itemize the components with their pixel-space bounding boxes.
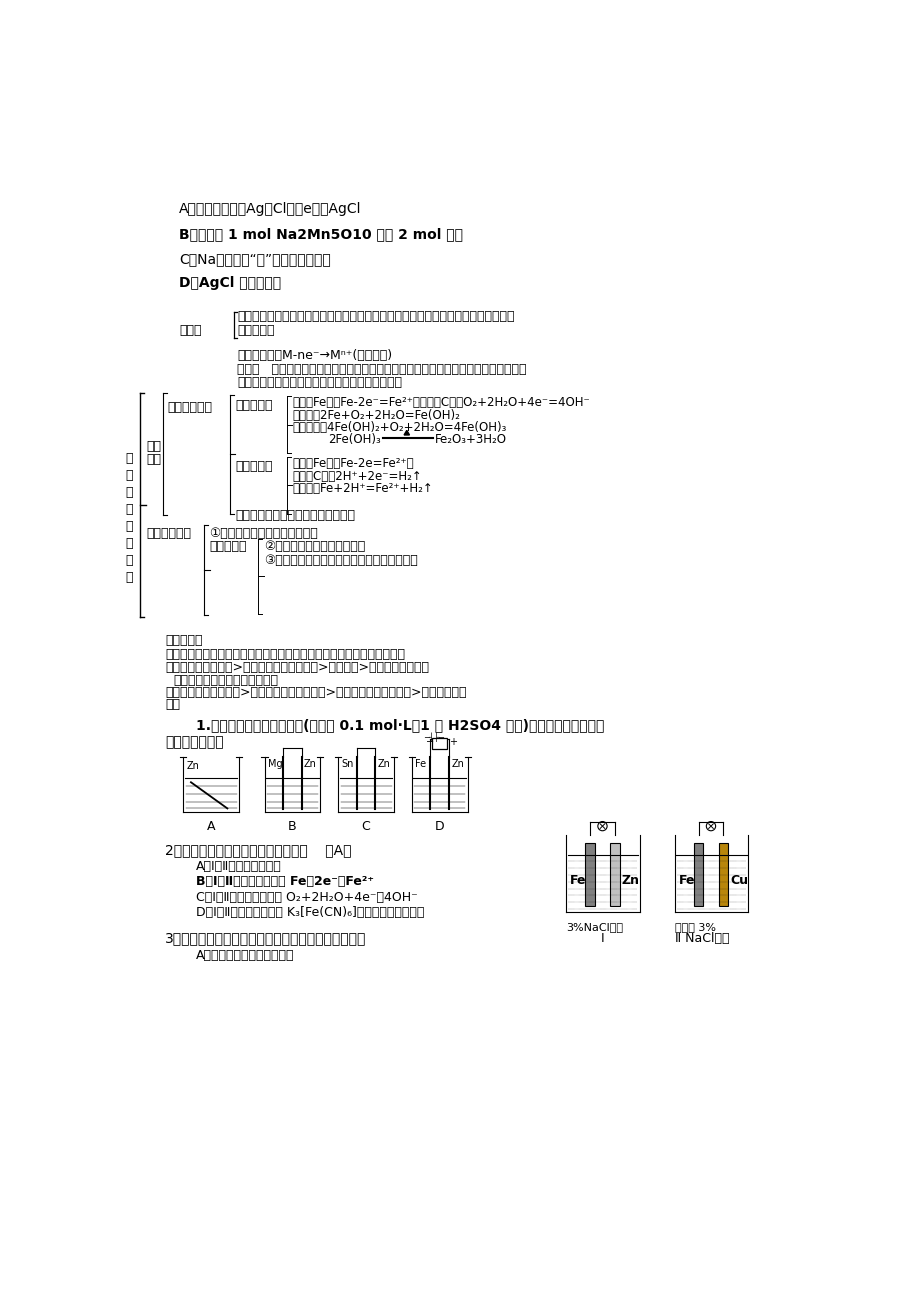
Text: Zn: Zn: [304, 759, 317, 769]
Text: 后继反应：4Fe(OH)₂+O₂+2H₂O=4Fe(OH)₃: 后继反应：4Fe(OH)₂+O₂+2H₂O=4Fe(OH)₃: [292, 421, 506, 434]
Text: 2．结合右图判断，下列叙述正确的是    （A）: 2．结合右图判断，下列叙述正确的是 （A）: [165, 844, 351, 857]
Text: C．Ⅰ和Ⅱ中正极反应均是 O₂+2H₂O+4e⁻＝4OH⁻: C．Ⅰ和Ⅱ中正极反应均是 O₂+2H₂O+4e⁻＝4OH⁻: [196, 891, 417, 904]
Text: Sn: Sn: [341, 759, 353, 769]
Text: Fe: Fe: [414, 759, 425, 769]
Text: B．Ⅰ和Ⅱ中负极反应均是 Fe－2e⁻＝Fe²⁺: B．Ⅰ和Ⅱ中负极反应均是 Fe－2e⁻＝Fe²⁺: [196, 875, 374, 888]
Text: Fe: Fe: [677, 874, 694, 887]
Text: 影响腐蚀的因素：金属本性、介质。: 影响腐蚀的因素：金属本性、介质。: [235, 509, 355, 522]
Bar: [693, 844, 702, 906]
Bar: [609, 844, 618, 906]
Text: B．每生成 1 mol Na2Mn5O10 转移 2 mol 电子: B．每生成 1 mol Na2Mn5O10 转移 2 mol 电子: [179, 227, 463, 241]
Bar: [432, 738, 447, 749]
Text: 负极（Fe）：Fe-2e=Fe²⁺；: 负极（Fe）：Fe-2e=Fe²⁺；: [292, 457, 414, 470]
Text: 金属的防护：: 金属的防护：: [146, 526, 191, 539]
Text: Zn: Zn: [621, 874, 639, 887]
Text: D．AgCl 是还原产物: D．AgCl 是还原产物: [179, 276, 281, 290]
Text: Fe: Fe: [569, 874, 585, 887]
Text: 腐蚀危害：: 腐蚀危害：: [237, 324, 275, 337]
Text: 保护方法：: 保护方法：: [210, 540, 247, 553]
Text: 分类：   化学腐蚀（金属与接触到的物质直接发生化学反应而引起的腐蚀）、电化腐蚀: 分类： 化学腐蚀（金属与接触到的物质直接发生化学反应而引起的腐蚀）、电化腐蚀: [237, 362, 527, 375]
Polygon shape: [403, 431, 409, 435]
Bar: [584, 844, 594, 906]
Text: ②、在金属表面覆盖保护层；: ②、在金属表面覆盖保护层；: [264, 540, 365, 553]
Text: 电化: 电化: [146, 440, 161, 453]
Text: 腐蚀概念：金属或合金与周围接触到的气体或液体进行化学反应而腐蚀损耗的过程。: 腐蚀概念：金属或合金与周围接触到的气体或液体进行化学反应而腐蚀损耗的过程。: [237, 310, 515, 323]
Text: 腐蚀: 腐蚀: [146, 453, 161, 466]
Bar: [718, 844, 727, 906]
Text: ①、改变金属的内部组织结构；: ①、改变金属的内部组织结构；: [210, 526, 318, 539]
Text: 定义：因发生原电池反应，而使金属腐蚀的形式。: 定义：因发生原电池反应，而使金属腐蚀的形式。: [237, 376, 402, 389]
Text: C: C: [361, 820, 370, 833]
Text: −: −: [425, 737, 434, 747]
Text: 1.分别放置在图中所示装置(都盛有 0.1 mol·L－1 的 H2SO4 溶液)中的四个相同的纯锌: 1.分别放置在图中所示装置(都盛有 0.1 mol·L－1 的 H2SO4 溶液…: [196, 719, 604, 732]
Text: 总反应：Fe+2H⁺=Fe²⁺+H₂↑: 总反应：Fe+2H⁺=Fe²⁺+H₂↑: [292, 482, 433, 495]
Text: 规律总结：: 规律总结：: [165, 634, 203, 647]
Text: A．将青铜器放在银质托盘上: A．将青铜器放在银质托盘上: [196, 949, 295, 962]
Text: Cu: Cu: [730, 874, 747, 887]
Text: D．Ⅰ和Ⅱ中分别加入少量 K₃[Fe(CN)₆]溶液，均有蓝色沉淀: D．Ⅰ和Ⅱ中分别加入少量 K₃[Fe(CN)₆]溶液，均有蓝色沉淀: [196, 906, 425, 919]
Text: Fe₂O₃+3H₂O: Fe₂O₃+3H₂O: [435, 434, 506, 447]
Text: 防腐措施由好到坏的顺序如下：: 防腐措施由好到坏的顺序如下：: [173, 673, 278, 686]
Text: 析氢腐蚀：: 析氢腐蚀：: [235, 460, 272, 473]
Text: 外接电源的阴极保护法>牺牲负极的正极保护法>有一般防腐条件的腐蚀>无防腐条件的: 外接电源的阴极保护法>牺牲负极的正极保护法>有一般防腐条件的腐蚀>无防腐条件的: [165, 686, 466, 699]
Text: 负极（Fe）：Fe-2e⁻=Fe²⁺；正极（C）：O₂+2H₂O+4e⁻=4OH⁻: 负极（Fe）：Fe-2e⁻=Fe²⁺；正极（C）：O₂+2H₂O+4e⁻=4OH…: [292, 397, 590, 410]
Text: 正极（C）：2H⁺+2e⁻=H₂↑: 正极（C）：2H⁺+2e⁻=H₂↑: [292, 470, 422, 483]
Text: 金属腐蚀快慢的规律：在同一电解质溶液中，金属腐蚀的快慢规律如下：: 金属腐蚀快慢的规律：在同一电解质溶液中，金属腐蚀的快慢规律如下：: [165, 647, 405, 660]
Text: Zn: Zn: [187, 760, 199, 771]
Text: A．Ⅰ和Ⅱ中正极均被保护: A．Ⅰ和Ⅱ中正极均被保护: [196, 861, 282, 874]
Circle shape: [597, 822, 607, 831]
Text: 腐蚀: 腐蚀: [165, 698, 180, 711]
Text: 腐蚀的本质：M-ne⁻→Mⁿ⁺(氧化反应): 腐蚀的本质：M-ne⁻→Mⁿ⁺(氧化反应): [237, 349, 392, 362]
Text: A．正极反应式：Ag＋Cl－－e－＝AgCl: A．正极反应式：Ag＋Cl－－e－＝AgCl: [179, 202, 361, 216]
Text: ─┤├─: ─┤├─: [424, 732, 444, 742]
Text: ③、电化学保护法（牺牲阳极的阴极保护法）: ③、电化学保护法（牺牲阳极的阴极保护法）: [264, 555, 417, 568]
Text: +: +: [448, 737, 457, 747]
Text: 概述：: 概述：: [179, 324, 201, 337]
Text: Zn: Zn: [451, 759, 464, 769]
Text: A: A: [207, 820, 215, 833]
Text: 钢铁的腐蚀：: 钢铁的腐蚀：: [167, 401, 212, 414]
Text: 3．为了避免青铜器生成铜绿，以下方法正确的是（）: 3．为了避免青铜器生成铜绿，以下方法正确的是（）: [165, 932, 367, 945]
Text: 金
属
的
腐
蚀
与
防
护: 金 属 的 腐 蚀 与 防 护: [125, 452, 132, 585]
Text: Mg: Mg: [267, 759, 282, 769]
Text: 总反应：2Fe+O₂+2H₂O=Fe(OH)₂: 总反应：2Fe+O₂+2H₂O=Fe(OH)₂: [292, 409, 460, 422]
Text: C．Na＋不断向“水”电池的负极移动: C．Na＋不断向“水”电池的负极移动: [179, 251, 331, 266]
Text: 吸氧腐蚀：: 吸氧腐蚀：: [235, 398, 272, 411]
Text: 经酸化 3%: 经酸化 3%: [674, 922, 715, 932]
Text: B: B: [288, 820, 297, 833]
Text: 3%NaCl溶液: 3%NaCl溶液: [565, 922, 622, 932]
Text: Ⅱ NaCl溶液: Ⅱ NaCl溶液: [674, 932, 728, 945]
Text: Zn: Zn: [378, 759, 391, 769]
Text: 片，腐蚀最慢的: 片，腐蚀最慢的: [165, 736, 223, 749]
Text: D: D: [435, 820, 444, 833]
Text: 电解原理引起的腐蚀>原电池原理引起的腐蚀>化学腐蚀>有防腐措施的腐蚀: 电解原理引起的腐蚀>原电池原理引起的腐蚀>化学腐蚀>有防腐措施的腐蚀: [165, 661, 429, 674]
Circle shape: [706, 822, 715, 831]
Text: Ⅰ: Ⅰ: [600, 932, 604, 945]
Text: 2Fe(OH)₃: 2Fe(OH)₃: [328, 434, 380, 447]
